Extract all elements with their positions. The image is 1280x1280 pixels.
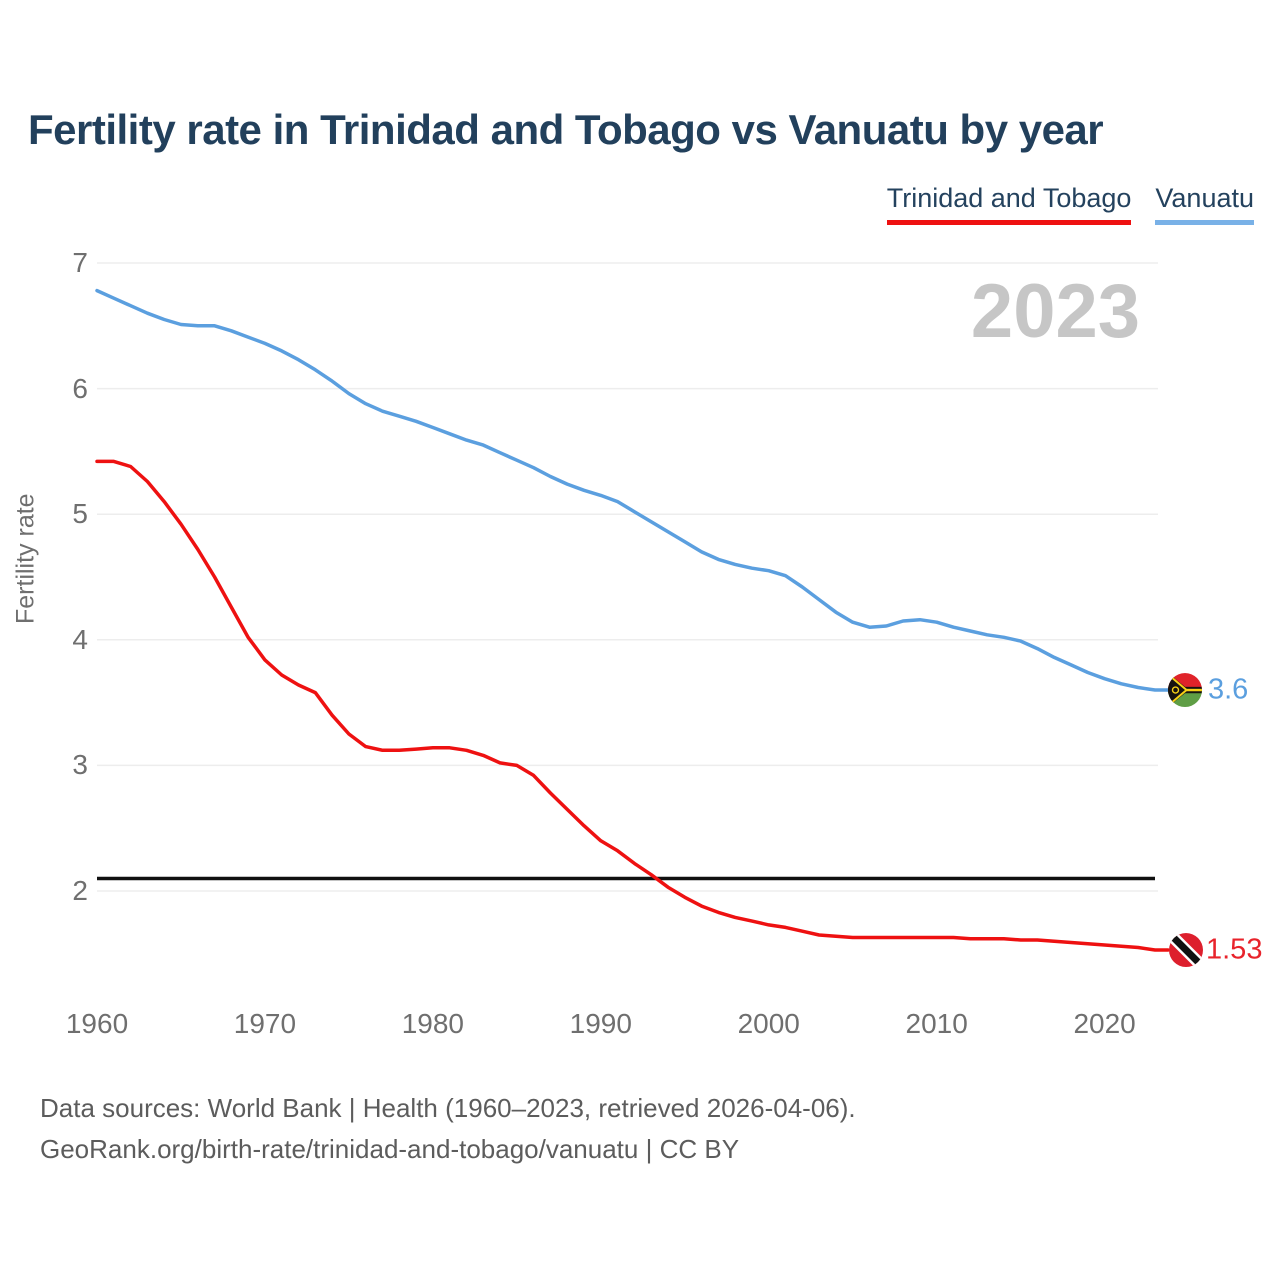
x-tick-2010: 2010 [905,1008,968,1039]
y-tick-7: 7 [72,247,88,278]
y-tick-2: 2 [72,875,88,906]
x-tick-1980: 1980 [401,1008,465,1039]
series-line-vanuatu [95,288,1170,692]
legend: Trinidad and Tobago Vanuatu [886,183,1254,225]
x-tick-1990: 1990 [569,1008,632,1039]
vanuatu-end-value-label: 3.6 [1208,673,1249,706]
y-tick-6: 6 [72,372,88,404]
trinidad-and-tobago-end-value-label: 1.53 [1206,933,1263,966]
footer-data-sources: Data sources: World Bank | Health (1960–… [40,1093,856,1123]
x-tick-1970: 1970 [233,1008,297,1039]
x-tick-2020: 2020 [1073,1008,1136,1039]
trinidad-and-tobago-flag-icon [1169,933,1203,968]
page-title: Fertility rate in Trinidad and Tobago vs… [28,106,1104,153]
year-badge: 2023 [970,269,1140,354]
legend-item-vanuatu[interactable]: Vanuatu [1155,183,1254,225]
y-tick-4: 4 [72,623,88,655]
footer: Data sources: World Bank | Health (1960–… [40,1088,856,1170]
legend-item-trinidad-and-tobago[interactable]: Trinidad and Tobago [886,183,1132,225]
vanuatu-flag-icon [1168,673,1202,708]
x-tick-2000: 2000 [737,1008,800,1039]
y-tick-3: 3 [72,749,88,781]
footer-attribution: GeoRank.org/birth-rate/trinidad-and-toba… [40,1134,740,1164]
series-line-trinidad-and-tobago [95,459,1170,952]
x-tick-1960: 1960 [65,1008,129,1039]
y-tick-5: 5 [72,498,88,530]
